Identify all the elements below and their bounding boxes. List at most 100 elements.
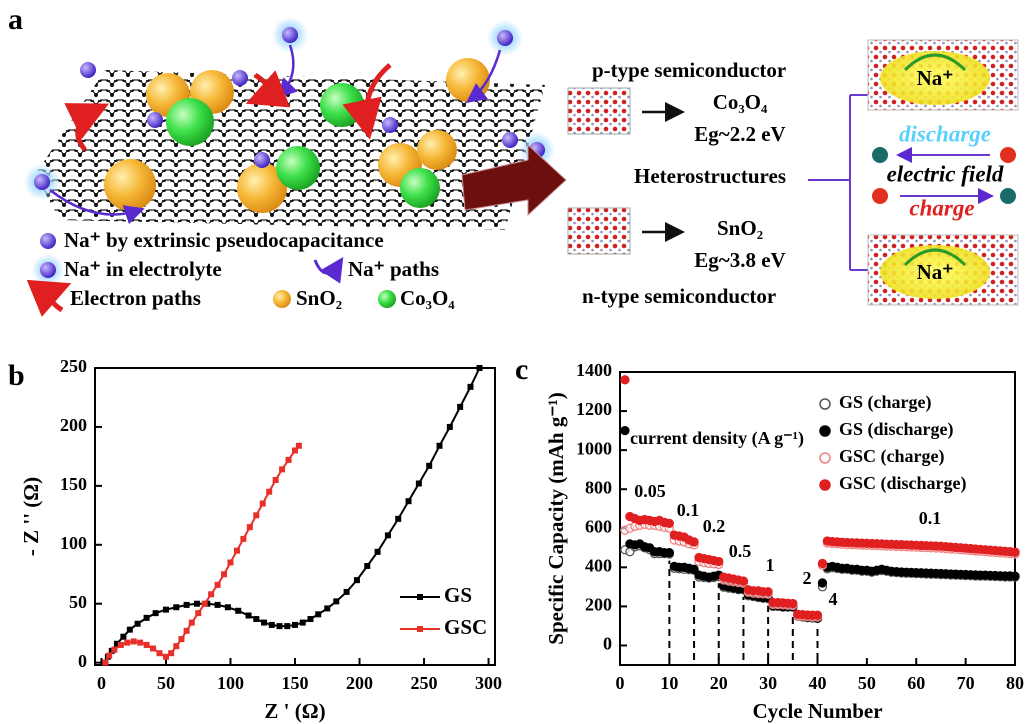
legend-icon [273, 290, 291, 308]
na-ion [502, 132, 518, 148]
annotation: 4 [829, 589, 838, 609]
point [168, 650, 175, 657]
na-ion [282, 27, 298, 43]
legend-icon [313, 256, 344, 284]
point [415, 480, 422, 487]
x-tick-label: 80 [1006, 673, 1024, 693]
electron-path [245, 70, 291, 108]
point [315, 611, 322, 618]
x-tick-label: 100 [217, 673, 244, 693]
point [364, 563, 371, 569]
point [272, 476, 279, 483]
point [106, 652, 113, 659]
point [253, 616, 260, 623]
point [162, 653, 169, 660]
co3o4-particle [320, 83, 364, 127]
y-tick-label: 50 [69, 592, 87, 612]
legend-marker [417, 594, 423, 600]
annotation: 0.2 [703, 516, 726, 536]
y-tick-label: 1200 [576, 399, 612, 419]
y-tick-label: 200 [60, 415, 87, 435]
n-type-label: n-type semiconductor [582, 284, 776, 308]
y-tick-label: 200 [585, 595, 612, 615]
point [111, 646, 118, 653]
y-tick-label: 600 [585, 516, 612, 536]
point [188, 619, 195, 626]
x-tick-label: 50 [157, 673, 175, 693]
x-axis-label: Cycle Number [752, 699, 882, 723]
y-tick-label: 0 [78, 651, 87, 671]
x-tick-label: 10 [660, 673, 678, 693]
co3o4-particle [166, 98, 214, 146]
point [214, 581, 221, 588]
point [221, 571, 228, 578]
panel-label: c [515, 353, 528, 386]
hetero-label: Heterostructures [634, 164, 786, 188]
point [436, 442, 443, 449]
point [664, 548, 675, 558]
point [224, 604, 231, 611]
point [120, 633, 127, 640]
x-tick-label: 70 [957, 673, 975, 693]
point [113, 640, 120, 647]
point [1010, 571, 1020, 581]
x-tick-label: 300 [475, 673, 502, 693]
annotation: 2 [803, 568, 812, 588]
annotation: 0.5 [729, 541, 752, 561]
point [467, 383, 474, 390]
x-tick-label: 200 [346, 673, 373, 693]
point [1010, 547, 1020, 557]
point [183, 627, 190, 634]
point [395, 515, 402, 522]
legend-marker [819, 479, 831, 491]
co3o4-particle [400, 168, 440, 208]
minus-charge [872, 147, 888, 163]
point [295, 442, 302, 449]
point [266, 488, 273, 495]
ion-label: Na⁺ [917, 66, 954, 90]
point [233, 547, 240, 554]
na-ion [147, 112, 163, 128]
point [457, 403, 464, 410]
point [183, 601, 190, 608]
y-tick-label: 1400 [576, 360, 612, 380]
x-tick-label: 250 [411, 673, 438, 693]
material: Co₃O₄ [713, 90, 768, 114]
sno2-particle [104, 159, 156, 211]
point [817, 558, 828, 569]
point [102, 659, 109, 666]
x-tick-label: 30 [759, 673, 777, 693]
point [240, 535, 247, 542]
co3o4-particle [276, 146, 320, 190]
point [446, 423, 453, 430]
point [156, 650, 163, 657]
legend-icon [40, 262, 56, 278]
point [343, 588, 350, 595]
point [173, 643, 180, 650]
point [426, 462, 433, 469]
point [130, 638, 137, 645]
ion-label: Na⁺ [917, 260, 954, 284]
na-ion [382, 117, 398, 133]
point [307, 616, 314, 623]
legend-marker [819, 398, 831, 410]
ion-arrow [903, 53, 967, 72]
point [384, 532, 391, 539]
point [143, 614, 150, 621]
point [714, 556, 724, 567]
point [259, 500, 266, 507]
point [134, 620, 141, 627]
point [788, 598, 798, 609]
point [117, 641, 124, 648]
na-ion [232, 70, 248, 86]
point [284, 623, 291, 630]
plot-frame [94, 367, 496, 666]
point [150, 645, 157, 652]
x-tick-label: 50 [858, 673, 876, 693]
point [620, 375, 630, 385]
sno2-particle [237, 163, 287, 213]
point [689, 564, 699, 574]
y-tick-label: 400 [585, 555, 612, 575]
schematic-legend: Na⁺ by extrinsic pseudocapacitance Na⁺ i… [26, 228, 455, 317]
